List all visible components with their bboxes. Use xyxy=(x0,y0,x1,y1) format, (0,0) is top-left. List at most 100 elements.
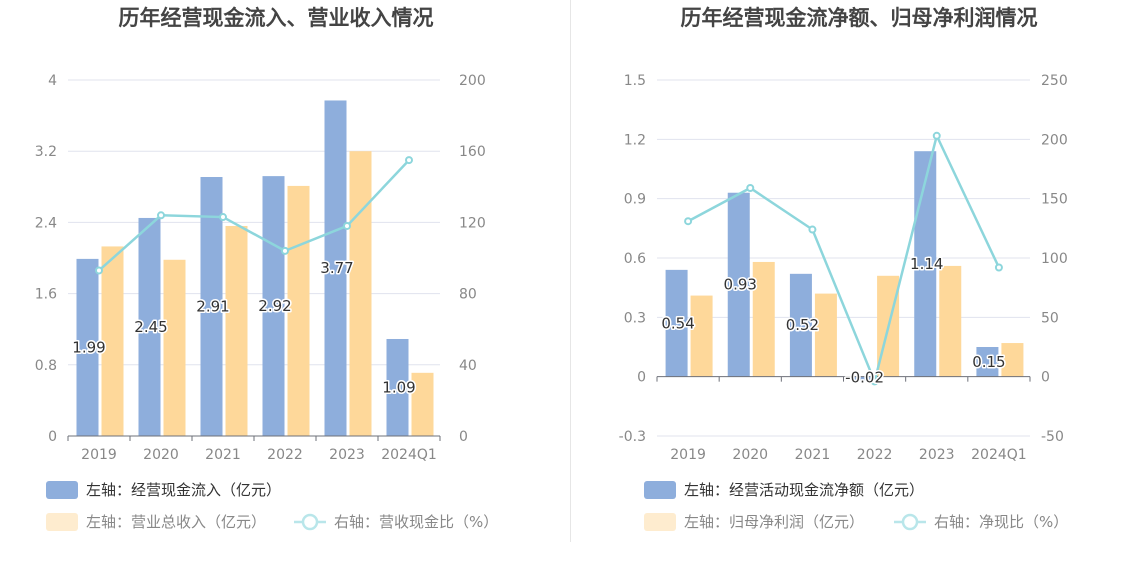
legend-swatch xyxy=(644,513,676,531)
line-point xyxy=(281,246,289,255)
chart-cash-inflow-revenue: 历年经营现金流入、营业收入情况00.81.62.43.2404080120160… xyxy=(35,6,498,531)
bar-secondary xyxy=(752,261,775,377)
bar-primary xyxy=(976,347,999,377)
bar-secondary xyxy=(101,246,124,436)
line-point xyxy=(219,213,227,222)
left-axis-tick-label: -0.3 xyxy=(619,429,646,445)
chart-title: 历年经营现金流入、营业收入情况 xyxy=(119,6,434,30)
left-axis-tick-label: 3.2 xyxy=(35,144,57,160)
bar-primary xyxy=(200,177,223,436)
line-point xyxy=(157,211,165,220)
bar-primary xyxy=(665,269,688,377)
bar-data-label: -0.02 xyxy=(845,369,884,387)
left-axis-tick-label: 2.4 xyxy=(35,215,57,231)
line-point xyxy=(95,266,103,275)
bar-data-label: 3.77 xyxy=(320,259,353,277)
line-point xyxy=(932,131,941,140)
bar-secondary xyxy=(349,151,372,436)
legend-swatch xyxy=(46,481,78,499)
legend-label: 左轴：归母净利润（亿元） xyxy=(684,513,864,531)
line-point xyxy=(684,217,693,226)
bar-secondary xyxy=(163,259,186,436)
x-axis-category-label: 2019 xyxy=(81,447,117,463)
x-axis-category-label: 2020 xyxy=(143,447,179,463)
left-axis-tick-label: 4 xyxy=(48,73,57,89)
right-axis-tick-label: -50 xyxy=(1041,429,1064,445)
right-axis-tick-label: 200 xyxy=(1041,132,1068,148)
series-line xyxy=(687,132,1001,386)
line-point xyxy=(808,225,817,234)
bar-primary xyxy=(727,192,750,377)
legend-label: 左轴：经营活动现金流净额（亿元） xyxy=(684,481,924,499)
right-axis-tick-label: 0 xyxy=(459,429,468,445)
legend-label: 左轴：经营现金流入（亿元） xyxy=(86,481,281,499)
bar-primary xyxy=(138,217,161,436)
bar-secondary xyxy=(939,265,962,377)
right-axis-tick-label: 160 xyxy=(459,144,486,160)
bar-secondary xyxy=(690,295,713,377)
x-axis-category-label: 2022 xyxy=(857,447,893,463)
x-axis-category-label: 2022 xyxy=(267,447,303,463)
bar-data-label: 0.54 xyxy=(661,314,694,332)
right-axis-tick-label: 120 xyxy=(459,215,486,231)
bar-data-label: 0.15 xyxy=(972,353,1005,371)
x-axis-category-label: 2024Q1 xyxy=(971,447,1027,463)
bar-data-label: 0.93 xyxy=(724,276,757,294)
left-axis-tick-label: 0.6 xyxy=(624,251,646,267)
series-line xyxy=(98,159,410,272)
legend-label: 右轴：净现比（%） xyxy=(934,513,1068,531)
right-axis-tick-label: 80 xyxy=(459,287,477,303)
x-axis-category-label: 2023 xyxy=(919,447,955,463)
legend-marker xyxy=(901,513,919,531)
bar-primary xyxy=(76,258,99,436)
right-axis-tick-label: 40 xyxy=(459,358,477,374)
left-axis-tick-label: 0.3 xyxy=(624,310,646,326)
left-axis-tick-label: 1.6 xyxy=(35,287,57,303)
bar-data-label: 0.52 xyxy=(786,316,819,334)
line-point xyxy=(405,156,413,165)
right-axis-tick-label: 200 xyxy=(459,73,486,89)
bar-secondary xyxy=(411,372,434,436)
bar-primary xyxy=(324,100,347,436)
legend-label: 右轴：营收现金比（%） xyxy=(334,513,498,531)
legend-swatch xyxy=(46,513,78,531)
chart-title: 历年经营现金流净额、归母净利润情况 xyxy=(681,6,1038,30)
bar-primary xyxy=(852,376,875,381)
x-axis-category-label: 2023 xyxy=(329,447,365,463)
legend-marker xyxy=(301,513,319,531)
right-axis-tick-label: 250 xyxy=(1041,73,1068,89)
bar-data-label: 1.99 xyxy=(72,338,105,356)
line-point xyxy=(870,377,879,386)
line-point xyxy=(746,183,755,192)
right-axis-tick-label: 100 xyxy=(1041,251,1068,267)
bar-data-label: 2.91 xyxy=(196,298,229,316)
x-axis-category-label: 2021 xyxy=(795,447,831,463)
left-axis-tick-label: 0 xyxy=(48,429,57,445)
chart-net-cashflow-profit: 历年经营现金流净额、归母净利润情况 -0.3 0 0.3 0.6 0.9 1.2 1.5 -50… xyxy=(619,6,1068,531)
legend-swatch xyxy=(644,481,676,499)
x-axis-category-label: 2021 xyxy=(205,447,241,463)
x-axis-category-label: 2020 xyxy=(732,447,768,463)
right-axis-tick-label: 0 xyxy=(1041,370,1050,386)
bar-data-label: 1.09 xyxy=(382,378,415,396)
x-axis-category-label: 2024Q1 xyxy=(381,447,437,463)
bar-primary xyxy=(789,273,812,377)
left-axis-tick-label: 0.8 xyxy=(35,358,57,374)
bar-primary xyxy=(386,338,409,436)
bar-data-label: 2.92 xyxy=(258,297,291,315)
legend-label: 左轴：营业总收入（亿元） xyxy=(86,513,266,531)
bar-secondary xyxy=(814,293,837,377)
left-axis-tick-label: 0 xyxy=(637,370,646,386)
left-axis-tick-label: 1.5 xyxy=(624,73,646,89)
left-axis-tick-label: 0.9 xyxy=(624,192,646,208)
left-axis-tick-label: 1.2 xyxy=(624,132,646,148)
bar-data-label: 1.14 xyxy=(910,255,943,273)
x-axis-category-label: 2019 xyxy=(670,447,706,463)
bar-secondary xyxy=(1001,343,1024,377)
line-point xyxy=(994,263,1003,272)
bar-secondary xyxy=(225,225,248,436)
right-axis-tick-label: 50 xyxy=(1041,310,1059,326)
right-axis-tick-label: 150 xyxy=(1041,192,1068,208)
line-point xyxy=(343,221,351,230)
